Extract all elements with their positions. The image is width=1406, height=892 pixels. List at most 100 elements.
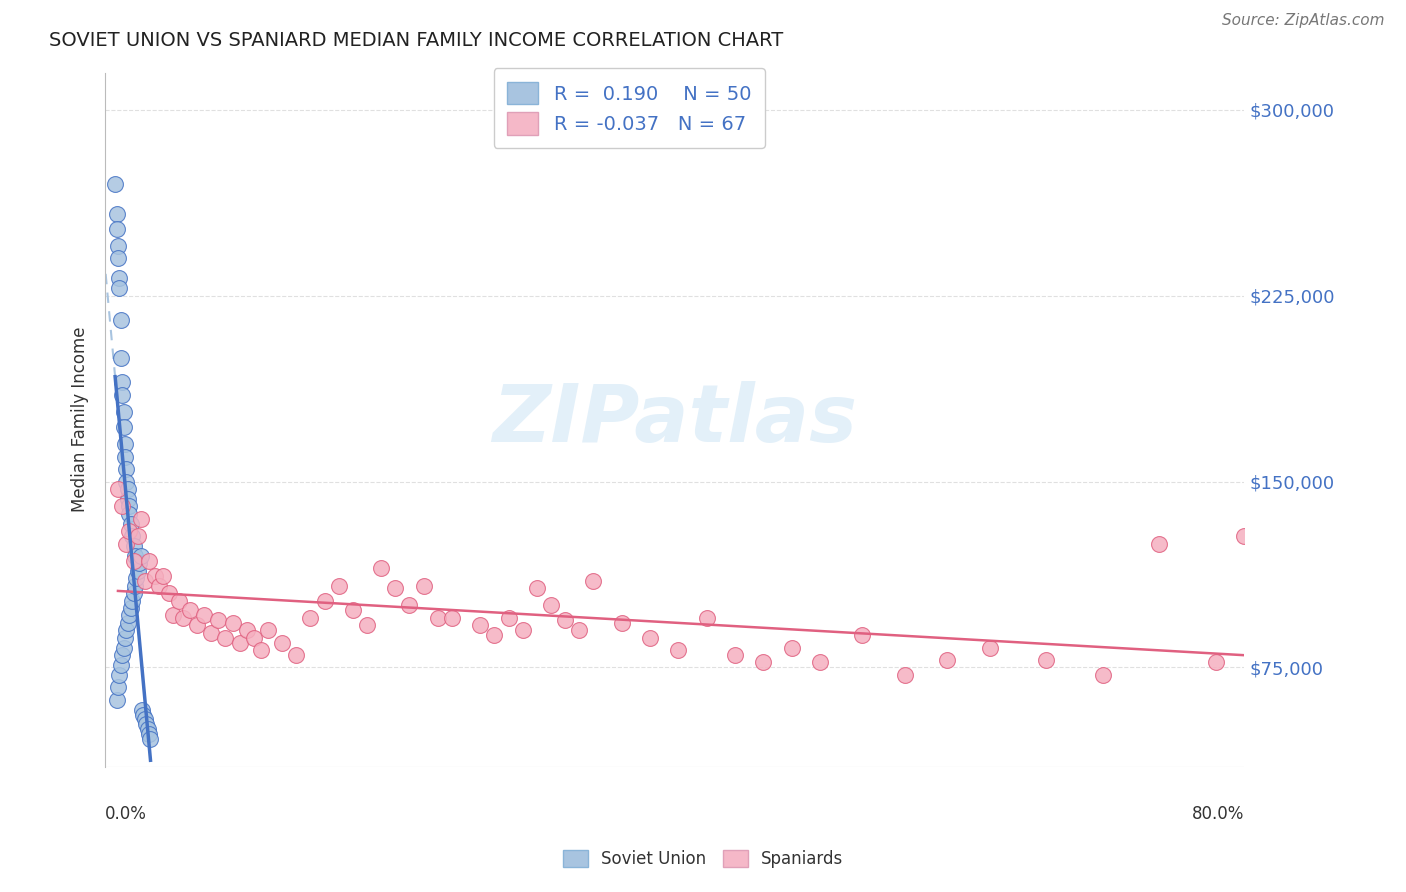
Point xyxy=(1205,656,1227,670)
Point xyxy=(440,611,463,625)
Point xyxy=(118,500,141,514)
Point xyxy=(115,624,138,638)
Point xyxy=(299,611,322,625)
Point xyxy=(138,554,160,568)
Point xyxy=(114,631,136,645)
Point xyxy=(110,313,132,327)
Point xyxy=(118,524,141,538)
Point xyxy=(1035,653,1057,667)
Point xyxy=(118,608,141,623)
Point xyxy=(107,680,129,694)
Point xyxy=(108,668,131,682)
Point xyxy=(193,608,215,623)
Point xyxy=(412,579,434,593)
Point xyxy=(124,549,146,563)
Point xyxy=(696,611,718,625)
Point xyxy=(235,624,257,638)
Point xyxy=(328,579,350,593)
Point xyxy=(808,656,831,670)
Point xyxy=(214,631,236,645)
Point xyxy=(138,727,160,741)
Point xyxy=(851,628,873,642)
Point xyxy=(107,239,129,253)
Point xyxy=(129,549,152,563)
Point xyxy=(314,593,336,607)
Point xyxy=(121,593,143,607)
Point xyxy=(200,625,222,640)
Point xyxy=(157,586,180,600)
Point xyxy=(111,376,134,390)
Point xyxy=(134,713,156,727)
Point xyxy=(143,568,166,582)
Point xyxy=(104,177,127,191)
Point xyxy=(105,692,128,706)
Legend: R =  0.190    N = 50, R = -0.037   N = 67: R = 0.190 N = 50, R = -0.037 N = 67 xyxy=(494,69,765,148)
Point xyxy=(128,557,150,571)
Point xyxy=(894,668,917,682)
Point xyxy=(112,405,135,419)
Point xyxy=(1091,668,1114,682)
Point xyxy=(105,207,128,221)
Point xyxy=(114,450,136,464)
Point xyxy=(107,482,129,496)
Legend: Soviet Union, Spaniards: Soviet Union, Spaniards xyxy=(555,843,851,875)
Point xyxy=(484,628,506,642)
Point xyxy=(132,707,155,722)
Point xyxy=(122,586,145,600)
Point xyxy=(356,618,378,632)
Point xyxy=(139,732,162,747)
Point xyxy=(257,624,280,638)
Point xyxy=(1149,536,1171,550)
Point xyxy=(122,539,145,553)
Point xyxy=(127,529,149,543)
Point xyxy=(243,631,266,645)
Point xyxy=(752,656,775,670)
Point xyxy=(1233,529,1256,543)
Point xyxy=(112,640,135,655)
Point xyxy=(470,618,492,632)
Point xyxy=(131,702,153,716)
Point xyxy=(582,574,605,588)
Point xyxy=(780,640,803,655)
Point xyxy=(228,635,250,649)
Text: 0.0%: 0.0% xyxy=(105,805,148,823)
Point xyxy=(285,648,308,662)
Point xyxy=(115,475,138,489)
Point xyxy=(118,507,141,521)
Point xyxy=(979,640,1001,655)
Point xyxy=(221,615,243,630)
Point xyxy=(554,613,576,627)
Point xyxy=(936,653,959,667)
Point xyxy=(271,635,294,649)
Point xyxy=(568,624,591,638)
Point xyxy=(167,593,190,607)
Point xyxy=(638,631,661,645)
Point xyxy=(498,611,520,625)
Point xyxy=(129,512,152,526)
Text: Source: ZipAtlas.com: Source: ZipAtlas.com xyxy=(1222,13,1385,29)
Text: 80.0%: 80.0% xyxy=(1192,805,1244,823)
Point xyxy=(186,618,208,632)
Point xyxy=(112,420,135,434)
Point xyxy=(179,603,201,617)
Point xyxy=(384,581,406,595)
Point xyxy=(136,723,159,737)
Point xyxy=(426,611,449,625)
Point xyxy=(110,351,132,365)
Point xyxy=(107,252,129,266)
Point xyxy=(117,482,139,496)
Point xyxy=(666,643,689,657)
Point xyxy=(127,564,149,578)
Y-axis label: Median Family Income: Median Family Income xyxy=(72,326,89,512)
Point xyxy=(114,437,136,451)
Point xyxy=(111,500,134,514)
Point xyxy=(370,561,392,575)
Point xyxy=(122,554,145,568)
Point xyxy=(124,579,146,593)
Point xyxy=(134,574,156,588)
Point xyxy=(148,579,170,593)
Point xyxy=(105,221,128,235)
Point xyxy=(120,516,142,531)
Point xyxy=(540,599,562,613)
Point xyxy=(115,462,138,476)
